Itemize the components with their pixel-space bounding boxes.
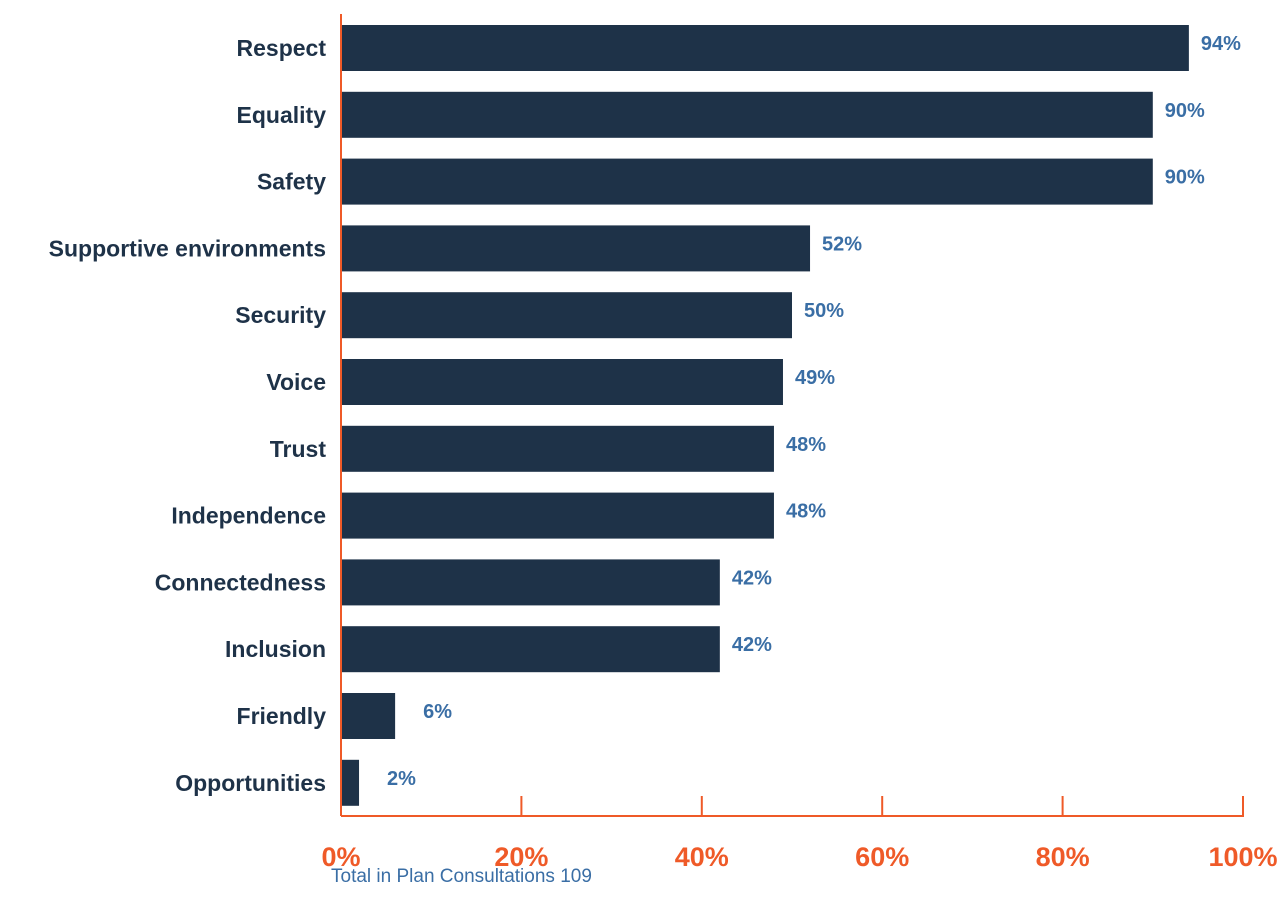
category-label-inclusion: Inclusion [225, 636, 326, 662]
value-label-friendly: 6% [423, 701, 452, 723]
value-label-supportive-environments: 52% [822, 233, 862, 255]
x-tick-label-80: 80% [1036, 842, 1090, 872]
category-label-equality: Equality [237, 102, 327, 128]
value-label-equality: 90% [1165, 100, 1205, 122]
bar-friendly [341, 693, 396, 739]
x-tick-label-40: 40% [675, 842, 729, 872]
bar-trust [341, 425, 774, 472]
value-label-safety: 90% [1165, 167, 1205, 189]
category-label-safety: Safety [257, 169, 326, 195]
x-tick-label-0: 0% [321, 842, 360, 872]
bar-equality [341, 91, 1153, 138]
value-label-respect: 94% [1201, 33, 1241, 55]
value-label-connectedness: 42% [732, 567, 772, 589]
value-label-voice: 49% [795, 367, 835, 389]
category-label-connectedness: Connectedness [155, 569, 326, 595]
bar-safety [341, 158, 1153, 205]
bar-opportunities [341, 759, 360, 806]
category-label-voice: Voice [266, 369, 326, 395]
value-label-security: 50% [804, 300, 844, 322]
category-label-supportive-environments: Supportive environments [49, 235, 326, 261]
value-label-independence: 48% [786, 501, 826, 523]
bar-security [341, 292, 792, 339]
category-label-respect: Respect [237, 35, 327, 61]
category-label-trust: Trust [270, 436, 327, 462]
bar-independence [341, 492, 774, 539]
bar-supportive-environments [341, 225, 811, 272]
footnote: Total in Plan Consultations 109 [331, 866, 592, 887]
category-label-independence: Independence [171, 503, 326, 529]
bar-connectedness [341, 559, 720, 606]
value-label-trust: 48% [786, 434, 826, 456]
bar-voice [341, 359, 783, 405]
bar-respect [341, 25, 1189, 71]
value-label-inclusion: 42% [732, 634, 772, 656]
x-tick-label-100: 100% [1208, 842, 1277, 872]
x-tick-label-60: 60% [855, 842, 909, 872]
category-label-friendly: Friendly [237, 703, 327, 729]
x-tick-label-20: 20% [494, 842, 548, 872]
value-label-opportunities: 2% [387, 768, 416, 790]
category-label-opportunities: Opportunities [175, 770, 326, 796]
bar-inclusion [341, 626, 720, 673]
category-label-security: Security [235, 302, 326, 328]
